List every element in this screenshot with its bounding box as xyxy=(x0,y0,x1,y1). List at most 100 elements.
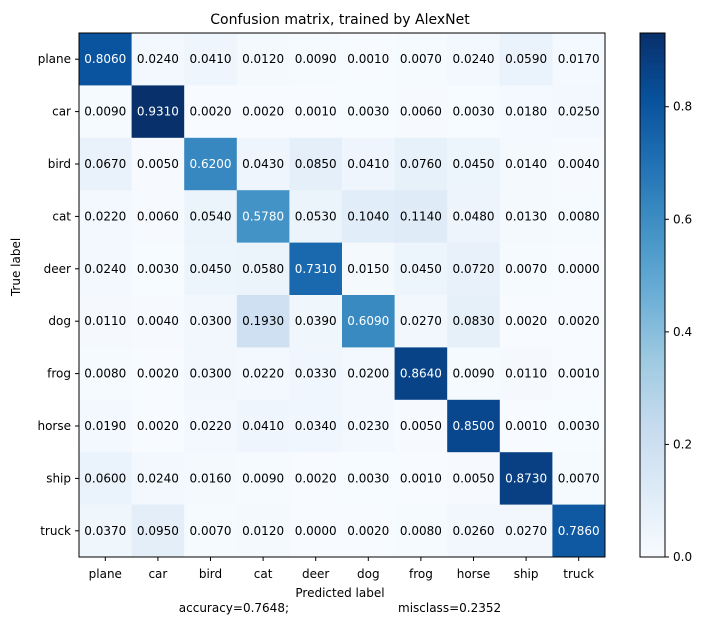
heatmap-cell xyxy=(236,347,290,401)
heatmap-cell xyxy=(552,399,606,453)
heatmap-cell xyxy=(394,295,448,348)
heatmap-cell xyxy=(552,452,606,506)
heatmap-cell xyxy=(289,504,343,558)
cell-value-label: 0.1040 xyxy=(347,209,389,223)
heatmap-cell xyxy=(342,33,396,86)
heatmap-cell xyxy=(184,295,238,348)
y-tick-label: bird xyxy=(48,157,71,171)
cell-value-label: 0.0540 xyxy=(190,209,232,223)
cell-value-label: 0.0170 xyxy=(558,52,600,66)
cell-value-label: 0.0110 xyxy=(505,367,547,381)
heatmap-cell xyxy=(394,33,448,86)
cell-value-label: 0.0070 xyxy=(400,52,442,66)
cell-value-label: 0.0070 xyxy=(558,471,600,485)
cell-value-label: 0.0240 xyxy=(453,52,495,66)
cell-value-label: 0.0050 xyxy=(400,419,442,433)
cell-value-label: 0.9310 xyxy=(137,105,179,119)
heatmap-cell xyxy=(499,137,553,191)
heatmap-cell xyxy=(552,33,606,86)
accuracy-text: accuracy=0.7648; xyxy=(179,601,289,615)
heatmap-cell xyxy=(236,137,290,191)
x-tick-label: cat xyxy=(254,567,273,581)
y-tick-label: cat xyxy=(52,209,71,223)
heatmap-cell xyxy=(79,295,133,348)
cell-value-label: 0.1140 xyxy=(400,209,442,223)
cell-value-label: 0.0230 xyxy=(347,419,389,433)
heatmap-cell xyxy=(499,347,553,401)
heatmap-cell xyxy=(447,504,501,558)
cell-value-label: 0.0450 xyxy=(190,262,232,276)
cell-value-label: 0.0240 xyxy=(137,471,179,485)
x-tick-label: frog xyxy=(409,567,433,581)
y-tick-label: truck xyxy=(40,524,71,538)
y-tick-label: ship xyxy=(46,471,71,485)
heatmap-cell xyxy=(184,347,238,401)
cell-value-label: 0.6090 xyxy=(347,314,389,328)
cell-value-label: 0.0080 xyxy=(400,524,442,538)
heatmap-cell xyxy=(236,504,290,558)
cell-value-label: 0.0580 xyxy=(242,262,284,276)
cell-value-label: 0.0270 xyxy=(400,314,442,328)
cell-value-label: 0.0330 xyxy=(295,367,337,381)
x-tick-label: deer xyxy=(302,567,329,581)
y-tick-label: horse xyxy=(37,419,71,433)
heatmap-cell xyxy=(131,452,185,506)
cell-value-label: 0.0080 xyxy=(84,367,126,381)
cell-value-label: 0.0450 xyxy=(400,262,442,276)
cell-value-label: 0.0600 xyxy=(84,471,126,485)
cell-value-label: 0.0240 xyxy=(137,52,179,66)
heatmap-cell xyxy=(289,190,343,244)
cell-value-label: 0.0090 xyxy=(242,471,284,485)
cell-value-label: 0.0300 xyxy=(190,367,232,381)
colorbar-frame xyxy=(639,32,666,558)
heatmap-cell xyxy=(394,137,448,191)
cell-value-label: 0.0030 xyxy=(347,471,389,485)
heatmap-cell xyxy=(447,452,501,506)
cell-value-label: 0.7860 xyxy=(558,524,600,538)
x-tick-label: dog xyxy=(357,567,380,581)
heatmap-cell xyxy=(289,399,343,453)
y-tick-label: plane xyxy=(38,52,71,66)
cell-value-label: 0.0190 xyxy=(84,419,126,433)
cell-value-label: 0.0020 xyxy=(505,314,547,328)
heatmap-cell xyxy=(499,85,553,139)
cell-value-label: 0.0720 xyxy=(453,262,495,276)
heatmap-cell xyxy=(131,190,185,244)
colorbar-tick-label: 0.4 xyxy=(673,325,692,339)
heatmap-cell xyxy=(236,85,290,139)
cell-value-label: 0.0160 xyxy=(190,471,232,485)
heatmap-cell xyxy=(342,137,396,191)
heatmap-cell xyxy=(447,33,501,86)
cell-value-label: 0.0250 xyxy=(558,105,600,119)
heatmap-cell xyxy=(342,504,396,558)
x-axis-label: Predicted label xyxy=(295,586,384,600)
heatmap-cell xyxy=(184,399,238,453)
heatmap-cell xyxy=(394,242,448,296)
cell-value-label: 0.0340 xyxy=(295,419,337,433)
cell-value-label: 0.0030 xyxy=(453,105,495,119)
plot-frame xyxy=(78,32,606,558)
heatmap-cell xyxy=(289,33,343,86)
x-tick-label: bird xyxy=(199,567,222,581)
cell-value-label: 0.0000 xyxy=(295,524,337,538)
cell-value-label: 0.0010 xyxy=(558,367,600,381)
cell-value-label: 0.0020 xyxy=(295,471,337,485)
cell-value-label: 0.0200 xyxy=(347,367,389,381)
cell-value-label: 0.0590 xyxy=(505,52,547,66)
colorbar-tick-label: 0.0 xyxy=(673,550,692,564)
heatmap-cell xyxy=(499,33,553,86)
heatmap-cell xyxy=(447,242,501,296)
heatmap-cell xyxy=(552,190,606,244)
cell-value-label: 0.0070 xyxy=(190,524,232,538)
cell-value-label: 0.0030 xyxy=(137,262,179,276)
cell-value-label: 0.0220 xyxy=(190,419,232,433)
heatmap-cell xyxy=(79,85,133,139)
heatmap-cell xyxy=(131,137,185,191)
heatmap-cell xyxy=(394,504,448,558)
heatmap-cell xyxy=(236,452,290,506)
colorbar-tick-label: 0.8 xyxy=(673,100,692,114)
cell-value-label: 0.1930 xyxy=(242,314,284,328)
cell-value-label: 0.0020 xyxy=(137,419,179,433)
cell-value-label: 0.0260 xyxy=(453,524,495,538)
heatmap-cell xyxy=(342,347,396,401)
